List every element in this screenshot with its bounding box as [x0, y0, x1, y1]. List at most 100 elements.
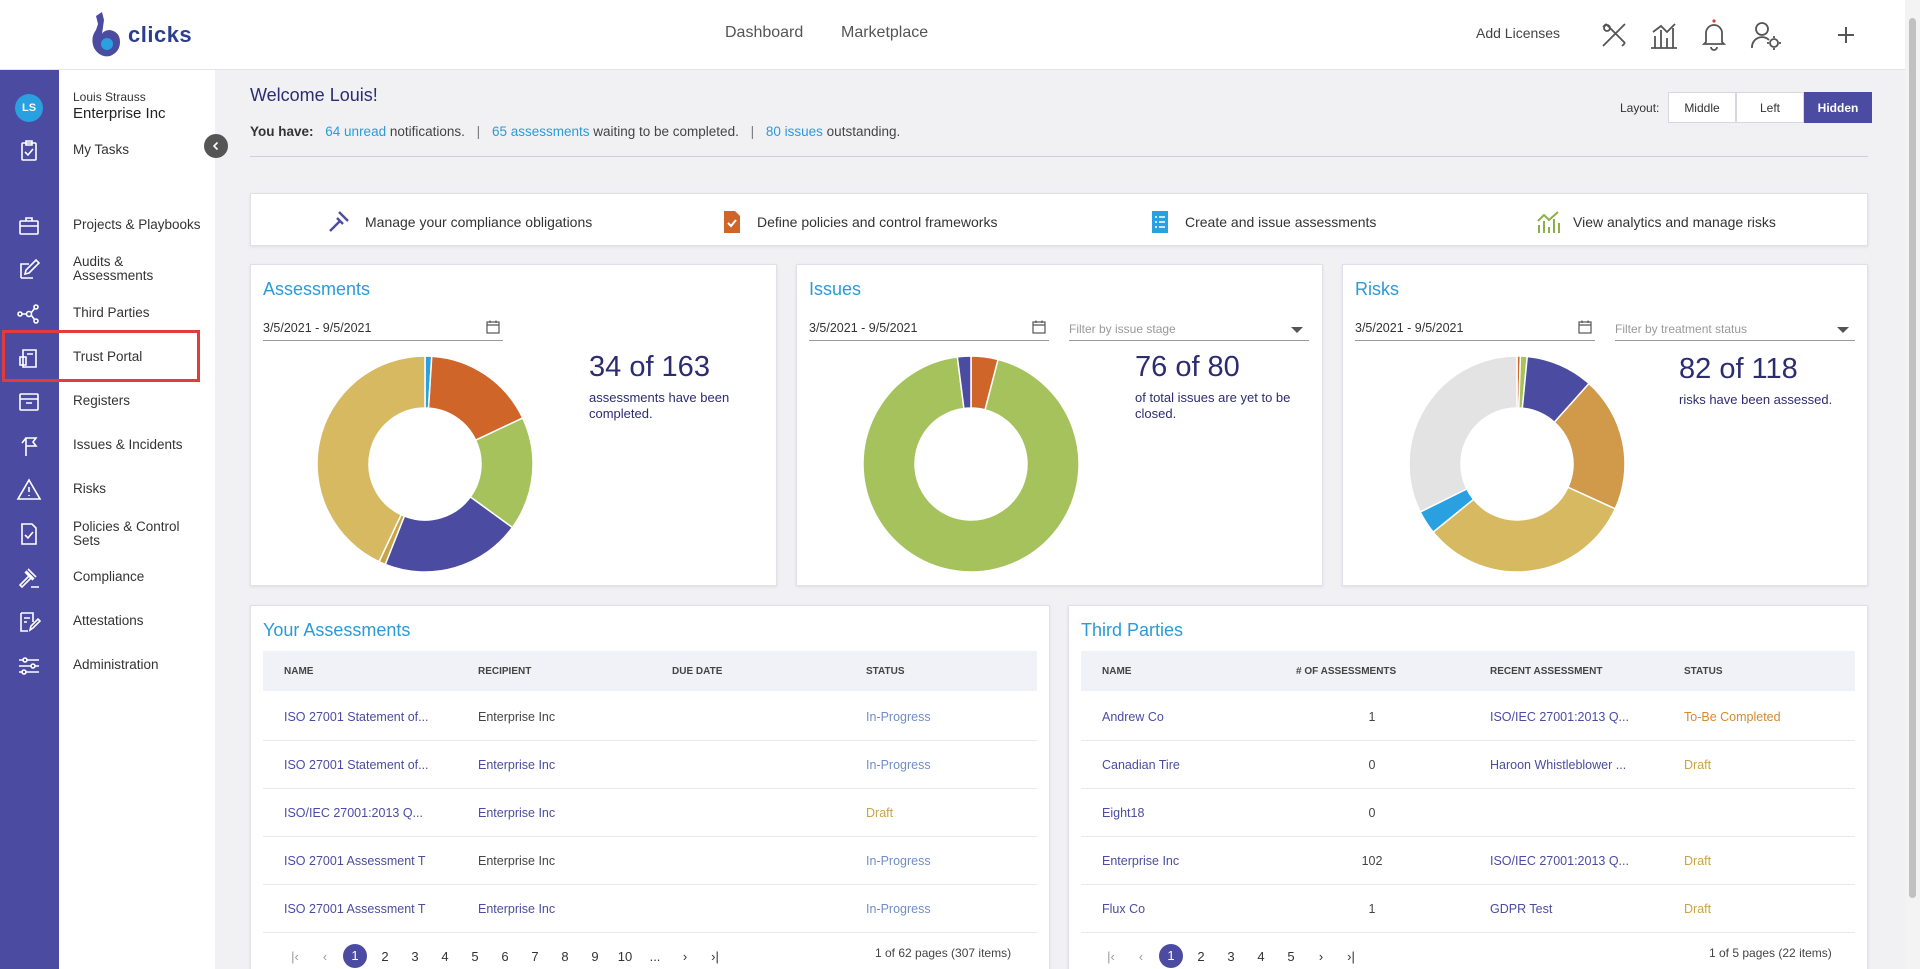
table-row[interactable]: Enterprise Inc 102 ISO/IEC 27001:2013 Q...… — [1081, 837, 1855, 885]
row-recent-assessment[interactable]: ISO/IEC 27001:2013 Q... — [1490, 709, 1629, 724]
page-number[interactable]: 4 — [1246, 949, 1276, 964]
scrollbar-thumb[interactable] — [1909, 18, 1916, 898]
donut-slice[interactable] — [1408, 355, 1518, 513]
row-recipient[interactable]: Enterprise Inc — [478, 757, 556, 772]
assessments-donut-chart[interactable] — [315, 354, 535, 574]
table-row[interactable]: ISO 27001 Assessment T Enterprise Inc In-P… — [263, 885, 1037, 933]
page-number[interactable]: 5 — [460, 949, 490, 964]
page-number[interactable]: 10 — [610, 949, 640, 964]
card-title[interactable]: Risks — [1355, 279, 1399, 299]
nav-issues-incidents[interactable]: Issues & Incidents — [73, 437, 183, 452]
quick-action-compliance[interactable]: Manage your compliance obligations — [327, 209, 592, 235]
row-recent-assessment[interactable]: Haroon Whistleblower ... — [1490, 757, 1627, 772]
warning-icon[interactable] — [16, 477, 42, 503]
date-range-picker[interactable]: 3/5/2021 - 9/5/2021 — [809, 317, 1049, 341]
row-name[interactable]: ISO 27001 Statement of... — [284, 757, 429, 772]
row-name[interactable]: ISO/IEC 27001:2013 Q... — [284, 805, 423, 820]
donut-slice[interactable] — [1432, 486, 1617, 573]
risks-donut-chart[interactable] — [1407, 354, 1627, 574]
page-number[interactable]: 1 — [340, 944, 370, 968]
next-page-button[interactable]: › — [682, 948, 688, 964]
calendar-icon[interactable] — [485, 319, 501, 335]
row-name[interactable]: Enterprise Inc — [1102, 853, 1180, 868]
table-row[interactable]: ISO/IEC 27001:2013 Q... Enterprise Inc Dra… — [263, 789, 1037, 837]
org-name[interactable]: Enterprise Inc — [73, 105, 166, 122]
layout-middle-button[interactable]: Middle — [1668, 92, 1736, 123]
table-row[interactable]: Andrew Co 1 ISO/IEC 27001:2013 Q... To-Be C… — [1081, 693, 1855, 741]
nav-compliance[interactable]: Compliance — [73, 569, 145, 584]
page-number[interactable]: ... — [640, 949, 670, 964]
row-recipient[interactable]: Enterprise Inc — [478, 901, 556, 916]
nav-risks[interactable]: Risks — [73, 481, 106, 496]
add-licenses-link[interactable]: Add Licenses — [1476, 25, 1561, 41]
nav-trust-portal[interactable]: Trust Portal — [73, 349, 143, 364]
first-page-button[interactable]: |‹ — [1107, 948, 1115, 964]
bell-icon[interactable] — [1697, 18, 1731, 52]
sliders-icon[interactable] — [16, 653, 42, 679]
page-number[interactable]: 7 — [520, 949, 550, 964]
issues-donut-chart[interactable] — [861, 354, 1081, 574]
page-number[interactable]: 2 — [370, 949, 400, 964]
row-recipient[interactable]: Enterprise Inc — [478, 805, 556, 820]
policy-icon[interactable] — [16, 521, 42, 547]
unread-notifications-link[interactable]: 64 unread — [325, 124, 387, 139]
date-range-picker[interactable]: 3/5/2021 - 9/5/2021 — [263, 317, 503, 341]
row-name[interactable]: ISO 27001 Assessment T — [284, 901, 426, 916]
nav-policies-control-sets[interactable]: Policies & Control Sets — [73, 519, 180, 548]
table-row[interactable]: ISO 27001 Statement of... Enterprise Inc I… — [263, 693, 1037, 741]
row-name[interactable]: Canadian Tire — [1102, 757, 1180, 772]
nav-projects-playbooks[interactable]: Projects & Playbooks — [73, 217, 201, 232]
row-name[interactable]: Flux Co — [1102, 901, 1146, 916]
table-row[interactable]: ISO 27001 Assessment T Enterprise Inc In-P… — [263, 837, 1037, 885]
column-header[interactable]: NAME — [1102, 665, 1132, 677]
next-page-button[interactable]: › — [1318, 948, 1324, 964]
layout-hidden-button[interactable]: Hidden — [1804, 92, 1872, 123]
column-header[interactable]: NAME — [284, 665, 314, 677]
register-icon[interactable] — [16, 389, 42, 415]
donut-slice[interactable] — [384, 495, 514, 573]
last-page-button[interactable]: ›| — [1347, 948, 1355, 964]
page-number[interactable]: 2 — [1186, 949, 1216, 964]
card-title[interactable]: Issues — [809, 279, 862, 299]
column-header[interactable]: DUE DATE — [672, 665, 723, 677]
table-row[interactable]: Flux Co 1 GDPR Test Draft — [1081, 885, 1855, 933]
layout-left-button[interactable]: Left — [1736, 92, 1804, 123]
donut-slice[interactable] — [956, 355, 972, 410]
attestation-icon[interactable] — [16, 609, 42, 635]
tasks-icon[interactable] — [16, 138, 42, 164]
issue-stage-filter[interactable]: Filter by issue stage — [1069, 317, 1309, 341]
tools-icon[interactable] — [1597, 18, 1631, 52]
column-header[interactable]: RECIPIENT — [478, 665, 532, 677]
row-name[interactable]: Eight18 — [1102, 805, 1145, 820]
column-header[interactable]: RECENT ASSESSMENT — [1490, 665, 1603, 677]
nav-marketplace[interactable]: Marketplace — [841, 24, 929, 41]
row-recent-assessment[interactable]: ISO/IEC 27001:2013 Q... — [1490, 853, 1629, 868]
page-number[interactable]: 3 — [1216, 949, 1246, 964]
avatar[interactable]: LS — [15, 94, 43, 122]
column-header[interactable]: STATUS — [1684, 665, 1723, 677]
prev-page-button[interactable]: ‹ — [1138, 948, 1144, 964]
treatment-status-filter[interactable]: Filter by treatment status — [1615, 317, 1855, 341]
page-number[interactable]: 6 — [490, 949, 520, 964]
table-row[interactable]: Canadian Tire 0 Haroon Whistleblower ... Dr… — [1081, 741, 1855, 789]
nav-audits-assessments[interactable]: Audits & Assessments — [73, 254, 154, 283]
assessments-waiting-link[interactable]: 65 assessments — [491, 124, 590, 139]
page-number[interactable]: 4 — [430, 949, 460, 964]
nav-third-parties[interactable]: Third Parties — [73, 305, 150, 320]
quick-action-assessments[interactable]: Create and issue assessments — [1147, 209, 1376, 235]
column-header[interactable]: # OF ASSESSMENTS — [1296, 665, 1397, 677]
user-settings-icon[interactable] — [1749, 18, 1783, 52]
table-row[interactable]: ISO 27001 Statement of... Enterprise Inc I… — [263, 741, 1037, 789]
card-title[interactable]: Third Parties — [1081, 620, 1184, 640]
donut-slice[interactable] — [862, 356, 1080, 573]
collapse-sidebar-button[interactable] — [204, 134, 228, 158]
first-page-button[interactable]: |‹ — [291, 948, 299, 964]
card-title[interactable]: Your Assessments — [263, 620, 411, 640]
table-row[interactable]: Eight18 0 — [1081, 789, 1855, 837]
issues-outstanding-link[interactable]: 80 issues — [765, 124, 823, 139]
nav-registers[interactable]: Registers — [73, 393, 131, 408]
logo[interactable]: clicks — [88, 10, 192, 60]
row-name[interactable]: ISO 27001 Assessment T — [284, 853, 426, 868]
last-page-button[interactable]: ›| — [711, 948, 719, 964]
page-number[interactable]: 5 — [1276, 949, 1306, 964]
